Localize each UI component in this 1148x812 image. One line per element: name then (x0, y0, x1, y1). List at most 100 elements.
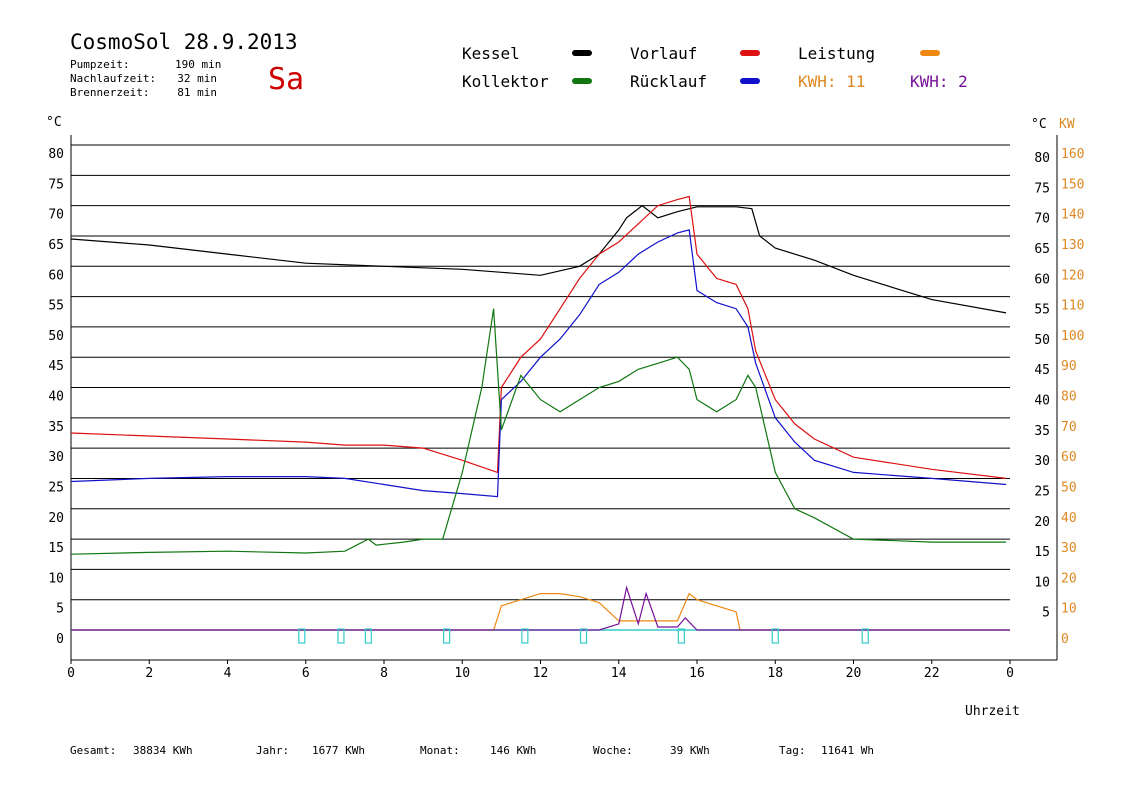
y-tick-label-right: 20 (1034, 515, 1050, 530)
legend-vorlauf: Vorlauf (630, 44, 698, 63)
y-tick-label-left: 70 (48, 208, 64, 223)
y-tick-label-right: 65 (1034, 242, 1050, 257)
y-tick-label-left: 15 (48, 541, 64, 556)
footer-monat-label: Monat: (420, 744, 460, 757)
y2-tick-label: 160 (1061, 147, 1084, 162)
footer-woche-label: Woche: (593, 744, 633, 757)
pump-marker (298, 628, 306, 644)
x-tick-label: 4 (224, 666, 232, 681)
x-tick-label: 2 (145, 666, 153, 681)
y2-axis-unit: KW (1059, 117, 1075, 132)
x-tick-label: 22 (924, 666, 940, 681)
x-axis-label: Uhrzeit (965, 704, 1020, 719)
y-tick-label-left: 40 (48, 390, 64, 405)
y-axis-unit-left: °C (46, 115, 62, 130)
series-kollektor (70, 308, 1007, 555)
y2-tick-label: 120 (1061, 268, 1084, 283)
y2-tick-label: 0 (1061, 632, 1069, 647)
y-tick-label-right: 80 (1034, 151, 1050, 166)
pump-marker (771, 628, 779, 644)
y2-tick-label: 50 (1061, 480, 1077, 495)
y2-tick-label: 130 (1061, 238, 1084, 253)
legend-kwh-purple: KWH: 2 (910, 72, 968, 91)
stat-value-brennerzeit: 81 min (177, 86, 217, 99)
y2-tick-label: 150 (1061, 177, 1084, 192)
series-lines (70, 195, 1010, 631)
y-tick-label-left: 80 (48, 147, 64, 162)
y-tick-label-left: 65 (48, 238, 64, 253)
x-tick-label: 10 (454, 666, 470, 681)
y-tick-label-right: 25 (1034, 484, 1050, 499)
pump-markers (298, 628, 869, 644)
x-tick-label: 0 (1006, 666, 1014, 681)
y-tick-label-left: 10 (48, 571, 64, 586)
footer-monat-value: 146 KWh (490, 744, 537, 757)
y-tick-label-left: 60 (48, 268, 64, 283)
y2-tick-label: 30 (1061, 541, 1077, 556)
y2-tick-label: 80 (1061, 390, 1077, 405)
x-tick-label: 20 (846, 666, 862, 681)
stat-label-nachlaufzeit: Nachlaufzeit: (70, 72, 157, 85)
x-tick-label: 12 (533, 666, 549, 681)
axes (70, 135, 1058, 661)
legend-ruecklauf-swatch (740, 78, 760, 84)
pump-marker (677, 628, 685, 644)
y2-tick-label: 140 (1061, 208, 1084, 223)
footer-jahr-label: Jahr: (256, 744, 290, 757)
x-tick-label: 18 (767, 666, 783, 681)
stat-value-pumpzeit: 190 min (175, 58, 222, 71)
pump-marker (443, 628, 451, 644)
x-tick-label: 16 (689, 666, 705, 681)
y-tick-label-left: 5 (56, 602, 64, 617)
series-kwh2 (71, 585, 1010, 631)
chart-title: CosmoSol 28.9.2013 (70, 30, 298, 54)
pump-marker (579, 628, 588, 644)
y2-tick-label: 90 (1061, 359, 1077, 374)
footer-gesamt-value: 38834 KWh (133, 744, 193, 757)
x-tick-label: 14 (611, 666, 627, 681)
pump-marker (521, 628, 529, 644)
y-tick-label-left: 55 (48, 299, 64, 314)
footer-tag-value: 11641 Wh (821, 744, 874, 757)
y-tick-label-left: 0 (56, 632, 64, 647)
y-tick-label-left: 30 (48, 450, 64, 465)
legend-kessel-swatch (572, 50, 592, 56)
y2-tick-label: 110 (1061, 299, 1084, 314)
legend-kessel: Kessel (462, 44, 520, 63)
grid-lines (71, 144, 1010, 601)
series-vorlauf (70, 195, 1007, 479)
y-tick-label-right: 60 (1034, 272, 1050, 287)
y2-tick-label: 100 (1061, 329, 1084, 344)
legend-leistung-swatch (920, 50, 940, 56)
y-tick-label-left: 75 (48, 177, 64, 192)
y-tick-label-right: 40 (1034, 394, 1050, 409)
legend-kollektor-swatch (572, 78, 592, 84)
pump-marker (861, 628, 869, 644)
tick-labels: 0510152025303540455055606570758051015202… (48, 147, 1084, 681)
y2-tick-label: 20 (1061, 571, 1077, 586)
y2-tick-label: 10 (1061, 602, 1077, 617)
y-tick-label-right: 5 (1042, 606, 1050, 621)
stat-label-brennerzeit: Brennerzeit: (70, 86, 150, 99)
y-tick-label-right: 70 (1034, 212, 1050, 227)
y-tick-label-right: 15 (1034, 545, 1050, 560)
y-tick-label-right: 10 (1034, 575, 1050, 590)
x-tick-label: 0 (67, 666, 75, 681)
y-tick-label-right: 50 (1034, 333, 1050, 348)
stat-label-pumpzeit: Pumpzeit: (70, 58, 130, 71)
legend-vorlauf-swatch (740, 50, 760, 56)
y2-tick-label: 40 (1061, 511, 1077, 526)
pump-marker (337, 628, 345, 644)
x-tick-label: 8 (380, 666, 388, 681)
legend-kwh-leistung: KWH: 11 (798, 72, 866, 91)
series-leistung (71, 592, 1010, 631)
y-tick-label-left: 50 (48, 329, 64, 344)
y2-tick-label: 60 (1061, 450, 1077, 465)
y-axis-unit-right: °C (1031, 117, 1047, 132)
x-tick-label: 6 (302, 666, 310, 681)
legend-kollektor: Kollektor (462, 72, 549, 91)
footer-jahr-value: 1677 KWh (312, 744, 365, 757)
legend-leistung: Leistung (798, 44, 876, 63)
series-ruecklauf (70, 229, 1007, 498)
